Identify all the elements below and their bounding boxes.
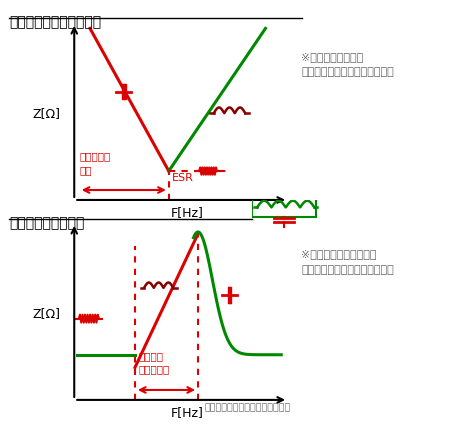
Text: F[Hz]: F[Hz] <box>170 206 203 219</box>
Text: Z[Ω]: Z[Ω] <box>33 307 61 320</box>
Text: ESR: ESR <box>172 173 194 183</box>
Text: インダク
タンス領域: インダク タンス領域 <box>139 351 170 374</box>
Text: F[Hz]: F[Hz] <box>170 406 203 419</box>
Text: コンデンサの周波数特性: コンデンサの周波数特性 <box>9 15 101 29</box>
Text: コンデンサ
領域: コンデンサ 領域 <box>80 152 111 175</box>
Text: ※インダクタンスとして
　機能する領域で使用します。: ※インダクタンスとして 機能する領域で使用します。 <box>302 249 394 275</box>
Text: コイルの周波数特性: コイルの周波数特性 <box>9 216 85 230</box>
Text: Z[Ω]: Z[Ω] <box>33 107 61 120</box>
Bar <box>252 197 316 217</box>
Text: （トロイダルコイルの代表特性）: （トロイダルコイルの代表特性） <box>205 404 291 413</box>
Text: ※コンデンサとして
　機能する領域で使用します。: ※コンデンサとして 機能する領域で使用します。 <box>302 52 394 77</box>
